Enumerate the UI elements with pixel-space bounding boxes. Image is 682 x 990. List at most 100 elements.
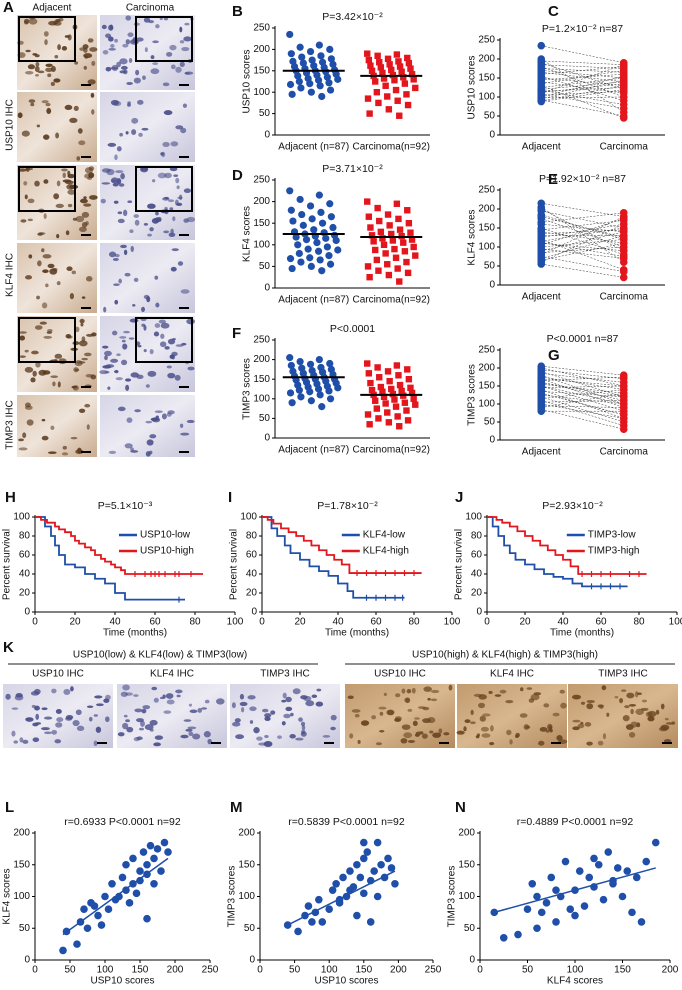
nucleus xyxy=(636,722,641,728)
nucleus xyxy=(530,693,540,701)
x-tick-label: 100 xyxy=(669,617,682,628)
point xyxy=(384,211,392,218)
nucleus xyxy=(76,156,81,161)
point xyxy=(299,59,307,67)
point xyxy=(286,30,294,39)
y-tick-label: 0 xyxy=(24,955,30,966)
point xyxy=(537,407,546,416)
point xyxy=(393,200,401,207)
nucleus xyxy=(422,706,430,711)
nucleus xyxy=(655,709,660,715)
nucleus xyxy=(147,233,152,237)
pair-line xyxy=(541,85,624,102)
x-tick-label: 50 xyxy=(64,965,76,976)
nucleus xyxy=(101,24,107,30)
nucleus xyxy=(383,692,387,696)
nucleus xyxy=(35,722,42,725)
nucleus xyxy=(430,698,438,702)
point xyxy=(372,397,379,404)
chart-title: P=3.42×10⁻² xyxy=(322,11,383,23)
nucleus xyxy=(21,130,30,137)
nucleus xyxy=(664,717,669,721)
x-tick-label: 80 xyxy=(189,617,201,628)
point xyxy=(360,854,368,863)
nucleus xyxy=(56,281,61,286)
nucleus xyxy=(149,348,154,355)
nucleus xyxy=(78,140,86,146)
point xyxy=(325,905,334,913)
column-label: TIMP3 IHC xyxy=(598,669,647,680)
point xyxy=(376,217,383,225)
nucleus xyxy=(159,341,167,348)
fit-line xyxy=(62,857,169,936)
point xyxy=(400,239,407,246)
point xyxy=(122,860,130,869)
y-tick-label: 150 xyxy=(253,65,270,76)
nucleus xyxy=(186,318,196,325)
point xyxy=(619,252,628,261)
y-tick-label: 50 xyxy=(484,417,496,428)
point xyxy=(297,84,305,92)
nucleus xyxy=(552,712,560,717)
point xyxy=(619,267,628,276)
nucleus xyxy=(86,705,94,708)
nucleus xyxy=(74,61,79,65)
x-tick-label: 60 xyxy=(595,617,607,628)
x-tick-label: 50 xyxy=(289,965,301,976)
nucleus xyxy=(108,47,116,51)
nucleus xyxy=(188,703,193,707)
nucleus xyxy=(65,714,74,720)
nucleus xyxy=(134,219,140,226)
nucleus xyxy=(177,261,184,266)
nucleus xyxy=(179,61,185,68)
chart-title: P=1.78×10⁻² xyxy=(317,500,378,512)
pair-line xyxy=(541,75,624,98)
point xyxy=(325,387,333,395)
x-tick-label: 20 xyxy=(69,617,81,628)
point xyxy=(323,73,331,81)
nucleus xyxy=(151,179,156,183)
nucleus xyxy=(45,63,53,68)
nucleus xyxy=(18,438,24,442)
nucleus xyxy=(379,730,385,733)
y-tick-label: 0 xyxy=(249,955,255,966)
nucleus xyxy=(17,168,27,172)
point xyxy=(366,918,375,926)
point xyxy=(623,867,632,875)
nucleus xyxy=(177,196,183,200)
nucleus xyxy=(249,720,254,724)
nucleus xyxy=(187,366,195,371)
y-tick-label: 100 xyxy=(238,891,255,902)
nucleus xyxy=(41,100,49,104)
point xyxy=(306,360,315,368)
nucleus xyxy=(47,328,53,333)
nucleus xyxy=(420,731,424,734)
point xyxy=(364,360,371,367)
nucleus xyxy=(407,739,416,744)
point xyxy=(366,110,373,117)
point xyxy=(619,60,628,69)
nucleus xyxy=(157,172,167,179)
x-tick-label: Carcinoma xyxy=(600,292,649,303)
y-tick-label: 40 xyxy=(246,569,258,580)
nucleus xyxy=(57,381,61,388)
nucleus xyxy=(134,409,141,413)
point xyxy=(392,254,400,261)
nucleus xyxy=(470,709,474,716)
nucleus xyxy=(67,203,73,208)
nucleus xyxy=(506,729,512,736)
nucleus xyxy=(289,734,296,739)
point xyxy=(143,914,151,923)
point xyxy=(552,918,560,926)
nucleus xyxy=(125,131,129,135)
nucleus xyxy=(660,703,665,710)
point xyxy=(315,191,323,199)
pair-line xyxy=(541,385,624,405)
point xyxy=(619,112,628,120)
pair-line xyxy=(541,96,624,99)
pair-line xyxy=(541,400,624,426)
point xyxy=(377,383,385,391)
nucleus xyxy=(123,714,128,718)
nucleus xyxy=(179,423,184,429)
nucleus xyxy=(132,304,136,307)
